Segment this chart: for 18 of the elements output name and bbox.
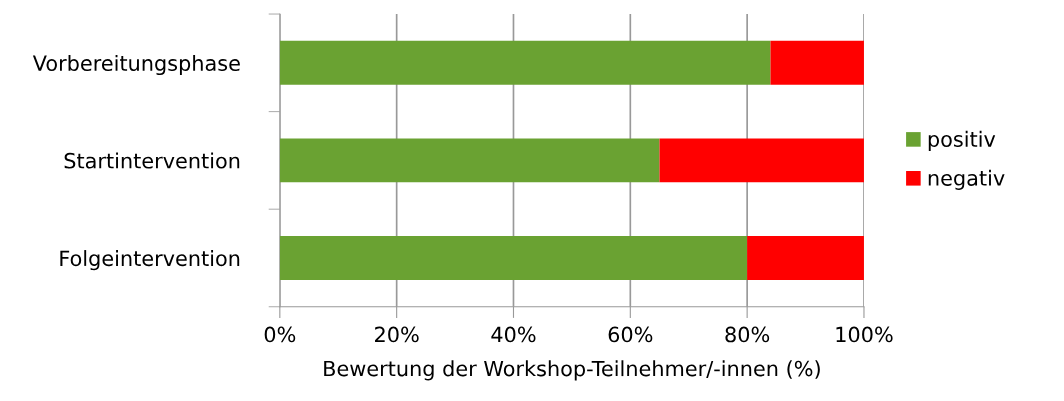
bar: [279, 40, 771, 85]
y-tick-label: Vorbereitungsphase: [32, 54, 240, 76]
x-tick-label: 0%: [264, 326, 296, 343]
bar: [279, 138, 660, 183]
legend-label: negativ: [928, 169, 1005, 190]
bar: [659, 138, 864, 183]
y-tick-label: Startintervention: [64, 152, 240, 169]
x-tick-label: 20%: [375, 326, 419, 343]
legend-label: positiv: [928, 130, 996, 152]
bar: [279, 236, 748, 280]
x-tick-label: 80%: [725, 326, 770, 343]
y-tick-label: Folgeintervention: [60, 250, 240, 271]
x-axis-title: Bewertung der Workshop-Teilnehmer/-innen (%): [324, 360, 820, 381]
bar: [747, 236, 864, 280]
bar: [770, 40, 864, 85]
x-tick-label: 60%: [608, 326, 653, 343]
x-tick-label: 40%: [491, 326, 536, 343]
x-tick-label: 100%: [836, 326, 893, 343]
